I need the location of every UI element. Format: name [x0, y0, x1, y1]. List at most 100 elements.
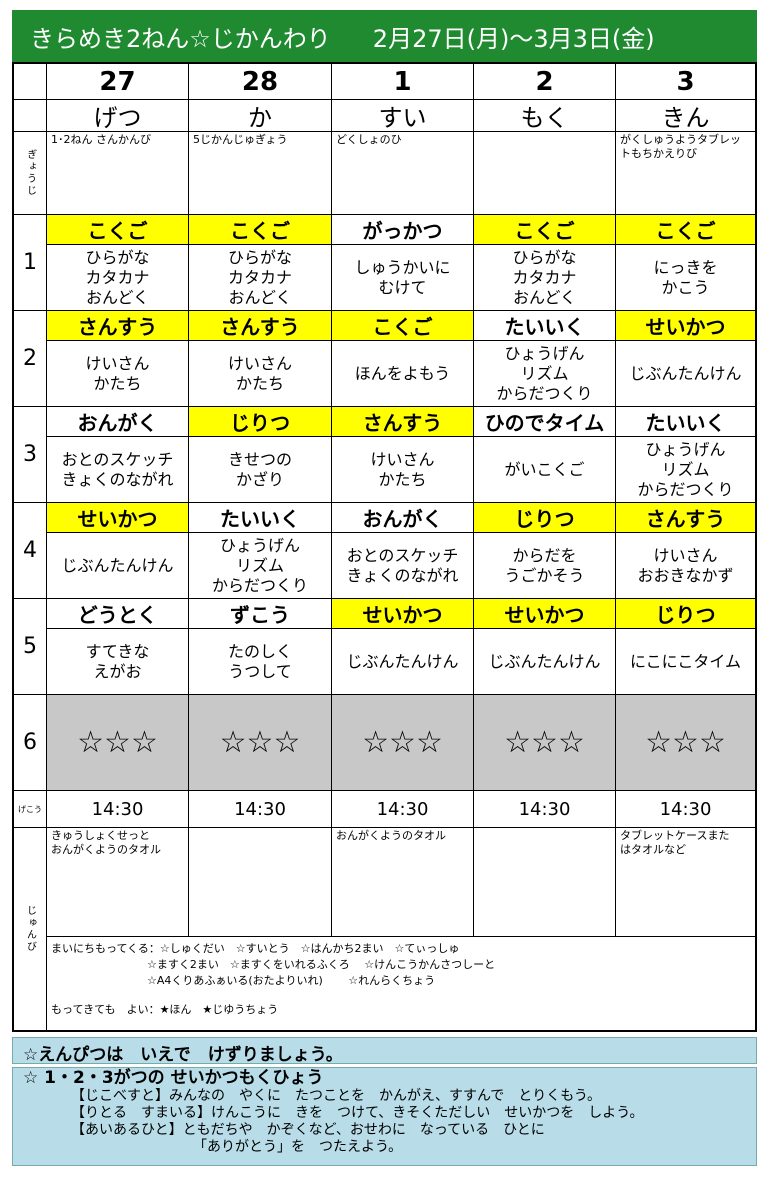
- prep-label-cell: じゅんび: [14, 828, 47, 1030]
- dismissal-time: 14:30: [91, 798, 144, 820]
- event: がくしゅうようタブレットもちかえりび: [620, 133, 741, 160]
- subject-cell: ひのでタイム: [474, 407, 616, 437]
- content-line: からだを: [512, 545, 577, 565]
- content-cell: じぶんたんけん: [616, 341, 756, 407]
- subject-cell: せいかつ: [332, 599, 474, 629]
- period-label-cell: 2: [14, 311, 47, 407]
- content-line: カタカナ: [512, 267, 577, 287]
- stars: ☆☆☆: [362, 725, 443, 760]
- content-cell: けいさん おおきなかず: [616, 533, 756, 599]
- content-line: じぶんたんけん: [629, 363, 742, 383]
- event-cell: [474, 132, 616, 215]
- free-cell: ☆☆☆: [189, 695, 332, 791]
- content-line: きょくのながれ: [346, 565, 459, 585]
- content-line: うごかそう: [504, 565, 585, 585]
- corner: [14, 100, 47, 132]
- free-cell: ☆☆☆: [332, 695, 474, 791]
- daily-cell: まいにちもってくる：☆しゅくだい ☆すいとう ☆はんかち2まい ☆てぃっしゅ ☆ま…: [47, 937, 756, 1030]
- optional-items: もってきても よい：★ほん ★じゆうちょう: [51, 1003, 279, 1016]
- content-line: えがお: [93, 661, 142, 681]
- day-cell: か: [189, 100, 332, 132]
- day-cell: げつ: [47, 100, 189, 132]
- goals: ☆ 1・2・3がつの せいかつもくひょう 【じこべすと】みんなの やくに たつこ…: [12, 1067, 757, 1166]
- stars: ☆☆☆: [504, 725, 585, 760]
- subject: さんすう: [645, 507, 726, 531]
- subject: こくご: [87, 219, 148, 243]
- content-line: おんどく: [512, 287, 577, 307]
- subject-cell: ずこう: [189, 599, 332, 629]
- content-line: おとのスケッチ: [346, 545, 459, 565]
- subject-cell: じりつ: [189, 407, 332, 437]
- subject: こくご: [655, 219, 716, 243]
- content-line: けいさん: [370, 449, 435, 469]
- content-line: むけて: [378, 277, 427, 297]
- prep-line: きゅうしょくせっと: [51, 829, 150, 842]
- prep-cell: [189, 828, 332, 937]
- dismissal-cell: 14:30: [332, 791, 474, 828]
- content-cell: たのしく うつして: [189, 629, 332, 695]
- subject-cell: こくご: [332, 311, 474, 341]
- dismissal-cell: 14:30: [47, 791, 189, 828]
- content-line: リズム: [235, 555, 284, 575]
- content-line: しゅうかいに: [354, 257, 451, 277]
- subject-cell: たいいく: [189, 503, 332, 533]
- date: 28: [241, 66, 279, 97]
- period-label: 2: [23, 346, 37, 371]
- subject: こくご: [230, 219, 290, 243]
- content-line: じぶんたんけん: [61, 555, 174, 575]
- subject-cell: おんがく: [47, 407, 189, 437]
- corner: [14, 64, 47, 100]
- subject-cell: おんがく: [332, 503, 474, 533]
- prep-line: はタオルなど: [620, 843, 686, 856]
- notice: ☆えんぴつは いえで けずりましょう。: [12, 1037, 757, 1065]
- content-cell: じぶんたんけん: [474, 629, 616, 695]
- subject-cell: せいかつ: [474, 599, 616, 629]
- dismissal-time: 14:30: [376, 798, 429, 820]
- dismissal-time: 14:30: [659, 798, 712, 820]
- date-cell: 3: [616, 64, 756, 100]
- content-line: ひらがな: [227, 247, 292, 267]
- dismissal-label: げこう: [18, 804, 42, 814]
- content-line: けいさん: [85, 353, 150, 373]
- content-line: かたち: [235, 373, 284, 393]
- subject-cell: せいかつ: [47, 503, 189, 533]
- day-cell: きん: [616, 100, 756, 132]
- date-range: 2月27日(月)～3月3日(金): [372, 24, 655, 53]
- prep-line: おんがくようのタオル: [336, 829, 446, 842]
- subject-cell: どうとく: [47, 599, 189, 629]
- daily-line: まいにちもってくる：☆しゅくだい ☆すいとう ☆はんかち2まい ☆てぃっしゅ: [51, 941, 752, 957]
- content-line: おんどく: [85, 287, 150, 307]
- content-line: かこう: [661, 277, 710, 297]
- date-cell: 28: [189, 64, 332, 100]
- subject: さんすう: [77, 315, 158, 339]
- content-line: ひらがな: [512, 247, 577, 267]
- event: 5じかんじゅぎょう: [193, 133, 288, 146]
- daily-items: ☆ますく2まい ☆ますくをいれるふくろ ☆けんこうかんさつしーと: [147, 958, 496, 971]
- subject: さんすう: [362, 411, 443, 435]
- content-line: かたち: [378, 469, 427, 489]
- goal-line: 【じこべすと】みんなの やくに たつことを かんがえ、すすんで とりくもう。: [71, 1088, 602, 1104]
- content-cell: けいさん かたち: [332, 437, 474, 503]
- subject: せいかつ: [77, 507, 158, 531]
- content-line: ひょうげん: [504, 343, 585, 363]
- timetable: 27 げつ 28 か 1 すい 2 もく 3 きん ぎょうじ 1･2ねん さんかんび 5じかんじゅぎょう…: [12, 62, 757, 1032]
- content-line: リズム: [520, 363, 569, 383]
- content-line: カタカナ: [85, 267, 150, 287]
- content-cell: けいさん かたち: [189, 341, 332, 407]
- content-cell: おとのスケッチ きょくのながれ: [47, 437, 189, 503]
- subject: さんすう: [220, 315, 300, 339]
- content-line: かたち: [93, 373, 142, 393]
- goal-line: 【りとる すまいる】けんこうに きを つけて、きそくただしい せいかつを しよう…: [71, 1105, 644, 1121]
- content-line: からだつくり: [496, 383, 593, 403]
- prep-label: じゅんび: [24, 905, 36, 953]
- content-cell: ひょうげん リズム からだつくり: [189, 533, 332, 599]
- content-cell: がいこくご: [474, 437, 616, 503]
- subject: こくご: [514, 219, 575, 243]
- period-label: 6: [23, 730, 37, 755]
- header: きらめき2ねん☆じかんわり 2月27日(月)～3月3日(金): [12, 10, 757, 62]
- period-label-cell: 3: [14, 407, 47, 503]
- date-cell: 1: [332, 64, 474, 100]
- content-line: けいさん: [653, 545, 718, 565]
- content-cell: ひらがな カタカナ おんどく: [47, 245, 189, 311]
